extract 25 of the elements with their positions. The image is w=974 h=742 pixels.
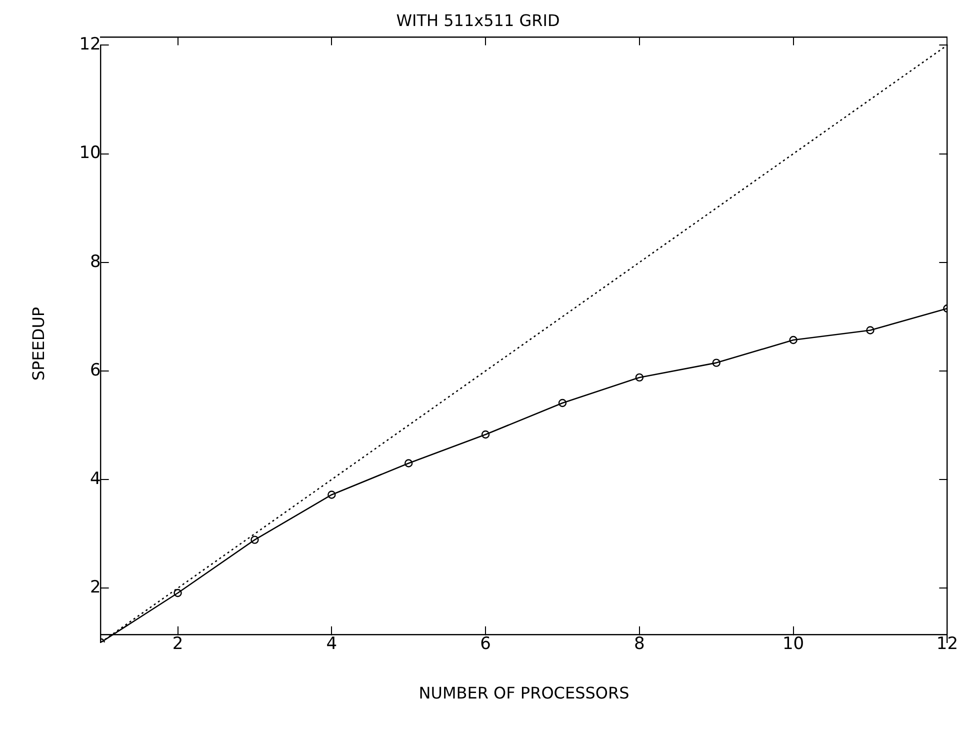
point [866, 326, 874, 334]
x-tick-label: 6 [480, 634, 491, 654]
point [250, 536, 259, 544]
y-tick-label: 2 [90, 578, 101, 598]
y-tick-label: 8 [90, 252, 101, 272]
y-tick-label: 12 [79, 34, 101, 55]
y-tick-label: 6 [90, 360, 101, 380]
chart-title: WITH 511x511 GRID [396, 10, 560, 30]
x-tick-label: 12 [936, 634, 958, 654]
x-tick-label: 10 [782, 634, 804, 654]
x-tick-label: 8 [634, 634, 645, 654]
point [789, 336, 798, 344]
x-axis-title: NUMBER OF PROCESSORS [418, 684, 630, 703]
point [174, 588, 182, 598]
y-tick-label: 4 [90, 468, 101, 489]
point [481, 430, 490, 439]
point [558, 398, 567, 408]
point [712, 358, 720, 367]
y-tick-label: 10 [79, 143, 101, 164]
y-axis-title: SPEEDUP [28, 306, 48, 381]
x-tick-label: 4 [326, 634, 338, 654]
point [404, 459, 413, 468]
point [328, 490, 336, 499]
point [635, 373, 644, 382]
x-tick-label: 2 [172, 634, 184, 654]
